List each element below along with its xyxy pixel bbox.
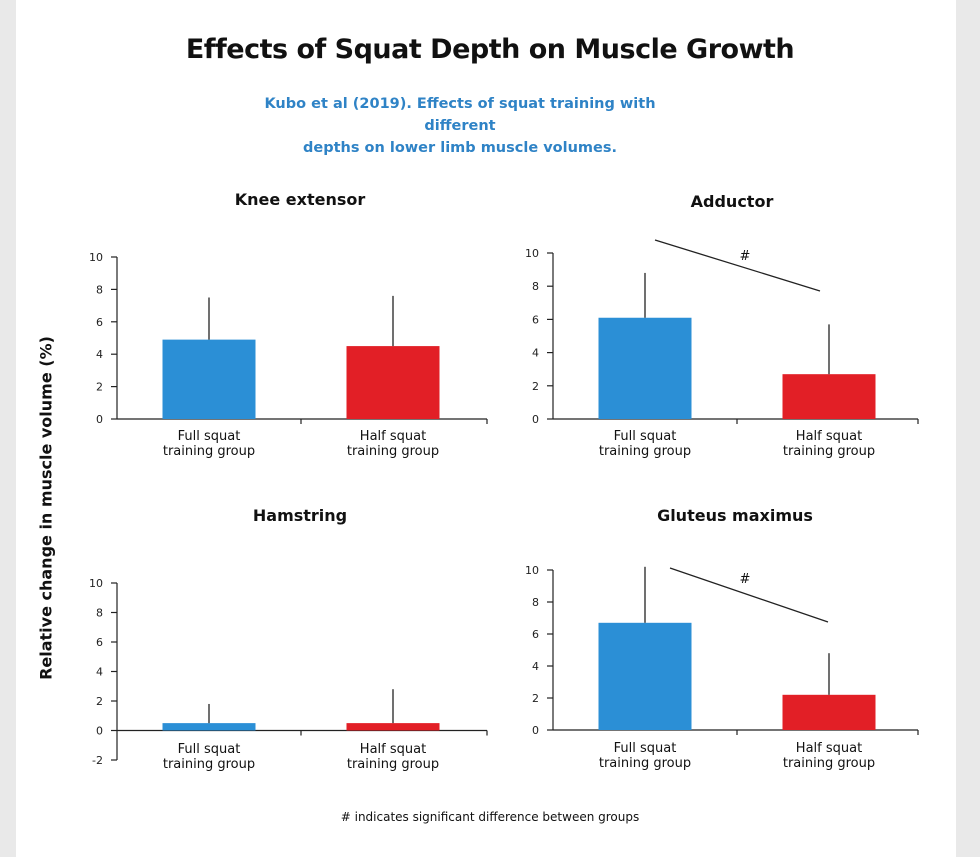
bar bbox=[782, 374, 876, 419]
bar bbox=[162, 723, 256, 731]
y-tick-label: 0 bbox=[532, 724, 539, 737]
x-tick-label-line: Half squat bbox=[796, 741, 862, 756]
x-tick-label-line: training group bbox=[783, 444, 875, 459]
y-tick-label: 10 bbox=[525, 247, 539, 260]
x-tick-label-line: Full squat bbox=[178, 429, 241, 444]
y-tick-label: 8 bbox=[532, 596, 539, 609]
y-tick-label: 0 bbox=[96, 725, 103, 738]
x-tick-label-line: Half squat bbox=[796, 429, 862, 444]
y-tick-label: 6 bbox=[532, 313, 539, 326]
x-tick-label: Full squat training group bbox=[163, 429, 255, 459]
y-tick-label: 0 bbox=[532, 413, 539, 426]
significance-line bbox=[669, 567, 829, 623]
y-tick-label: -2 bbox=[92, 754, 103, 767]
y-tick-label: 10 bbox=[525, 564, 539, 577]
significance-line bbox=[654, 239, 821, 292]
y-tick-label: 4 bbox=[532, 660, 539, 673]
y-tick-label: 0 bbox=[96, 413, 103, 426]
x-tick-label-line: training group bbox=[599, 756, 691, 771]
bar bbox=[162, 339, 256, 419]
y-tick-label: 6 bbox=[532, 628, 539, 641]
y-tick-label: 6 bbox=[96, 316, 103, 329]
chart-title: Hamstring bbox=[253, 506, 347, 525]
x-tick-label-line: Full squat bbox=[614, 429, 677, 444]
bar bbox=[598, 622, 692, 730]
y-tick-label: 2 bbox=[532, 692, 539, 705]
x-tick-label-line: training group bbox=[347, 757, 439, 772]
x-tick-label: Half squat training group bbox=[347, 742, 439, 772]
footnote: # indicates significant difference betwe… bbox=[340, 810, 640, 824]
x-tick-label-line: Half squat bbox=[360, 429, 426, 444]
x-tick-label: Half squat training group bbox=[783, 741, 875, 771]
x-tick-label: Full squat training group bbox=[163, 742, 255, 772]
x-tick-label-line: training group bbox=[599, 444, 691, 459]
x-tick-label-line: training group bbox=[163, 757, 255, 772]
y-tick-label: 6 bbox=[96, 636, 103, 649]
x-tick-label-line: Full squat bbox=[614, 741, 677, 756]
y-tick-label: 4 bbox=[96, 348, 103, 361]
y-tick-label: 8 bbox=[532, 280, 539, 293]
chart-title: Adductor bbox=[691, 192, 774, 211]
y-tick-label: 4 bbox=[96, 666, 103, 679]
x-tick-label: Full squat training group bbox=[599, 741, 691, 771]
y-tick-label: 4 bbox=[532, 347, 539, 360]
subtitle-line: depths on lower limb muscle volumes. bbox=[303, 140, 617, 156]
y-tick-label: 10 bbox=[89, 251, 103, 264]
y-tick-label: 8 bbox=[96, 283, 103, 296]
main-title: Effects of Squat Depth on Muscle Growth bbox=[185, 34, 795, 65]
significance-mark: # bbox=[740, 249, 751, 264]
x-tick-label: Half squat training group bbox=[347, 429, 439, 459]
y-tick-label: 10 bbox=[89, 577, 103, 590]
y-tick-label: 8 bbox=[96, 607, 103, 620]
x-tick-label-line: training group bbox=[163, 444, 255, 459]
subtitle: Kubo et al (2019). Effects of squat trai… bbox=[230, 93, 690, 159]
significance-mark: # bbox=[740, 572, 751, 587]
chart-title: Gluteus maximus bbox=[657, 506, 813, 525]
x-tick-label-line: Full squat bbox=[178, 742, 241, 757]
subtitle-line: Kubo et al (2019). Effects of squat trai… bbox=[264, 96, 656, 134]
x-tick-label-line: training group bbox=[783, 756, 875, 771]
x-tick-label-line: Half squat bbox=[360, 742, 426, 757]
x-tick-label-line: training group bbox=[347, 444, 439, 459]
bar bbox=[782, 694, 876, 730]
bar bbox=[346, 723, 440, 731]
chart-title: Knee extensor bbox=[235, 190, 366, 209]
x-tick-label: Half squat training group bbox=[783, 429, 875, 459]
y-tick-label: 2 bbox=[532, 380, 539, 393]
y-tick-label: 2 bbox=[96, 381, 103, 394]
x-tick-label: Full squat training group bbox=[599, 429, 691, 459]
y-tick-label: 2 bbox=[96, 695, 103, 708]
bar bbox=[598, 317, 692, 419]
bar bbox=[346, 346, 440, 419]
